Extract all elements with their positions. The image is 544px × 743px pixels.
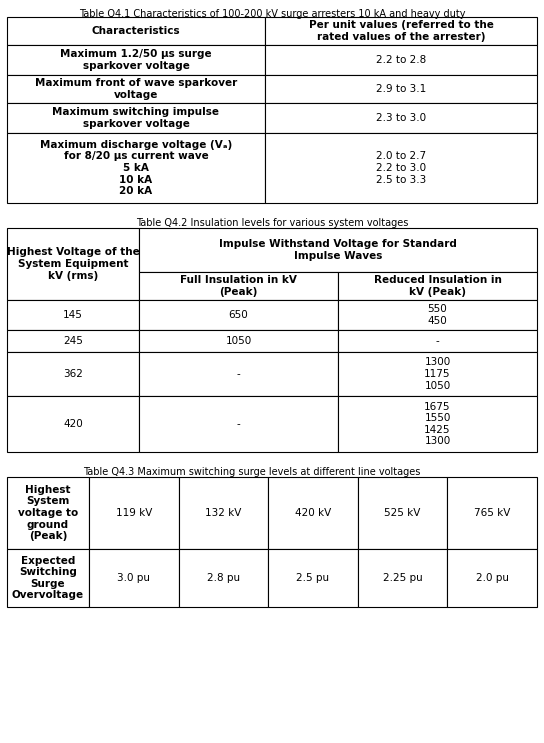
Text: Reduced Insulation in
kV (Peak): Reduced Insulation in kV (Peak) <box>374 275 502 296</box>
Text: Maximum discharge voltage (Vₐ)
for 8/20 μs current wave
5 kA
10 kA
20 kA: Maximum discharge voltage (Vₐ) for 8/20 … <box>40 140 232 196</box>
Bar <box>139 272 338 300</box>
Bar <box>338 272 537 300</box>
Bar <box>7 45 265 75</box>
Bar <box>265 17 537 45</box>
Text: 1050: 1050 <box>225 336 252 346</box>
Bar <box>7 228 139 300</box>
Text: 2.3 to 3.0: 2.3 to 3.0 <box>376 113 426 123</box>
Text: Maximum 1.2/50 μs surge
sparkover voltage: Maximum 1.2/50 μs surge sparkover voltag… <box>60 49 212 71</box>
Bar <box>7 75 265 103</box>
Text: 2.5 pu: 2.5 pu <box>296 573 330 583</box>
Text: Impulse Withstand Voltage for Standard
Impulse Waves: Impulse Withstand Voltage for Standard I… <box>219 239 457 261</box>
Bar <box>7 477 89 549</box>
Bar <box>178 549 268 607</box>
Bar <box>338 396 537 452</box>
Text: 420: 420 <box>63 419 83 429</box>
Text: 362: 362 <box>63 369 83 379</box>
Bar <box>139 228 537 272</box>
Text: 420 kV: 420 kV <box>295 508 331 518</box>
Text: 1300
1175
1050: 1300 1175 1050 <box>424 357 451 391</box>
Text: Table Q4.3 Maximum switching surge levels at different line voltages: Table Q4.3 Maximum switching surge level… <box>83 467 421 477</box>
Bar <box>268 549 358 607</box>
Bar <box>338 330 537 352</box>
Text: -: - <box>237 419 240 429</box>
Bar <box>7 352 139 396</box>
Bar <box>7 17 265 45</box>
Bar <box>178 477 268 549</box>
Text: 2.0 pu: 2.0 pu <box>475 573 509 583</box>
Text: Highest Voltage of the
System Equipment
kV (rms): Highest Voltage of the System Equipment … <box>7 247 139 281</box>
Text: 550
450: 550 450 <box>428 304 447 325</box>
Bar <box>265 103 537 133</box>
Text: 119 kV: 119 kV <box>116 508 152 518</box>
Bar <box>7 133 265 203</box>
Bar <box>338 352 537 396</box>
Bar <box>268 477 358 549</box>
Text: Full Insulation in kV
(Peak): Full Insulation in kV (Peak) <box>180 275 297 296</box>
Text: 2.8 pu: 2.8 pu <box>207 573 240 583</box>
Bar <box>358 549 447 607</box>
Text: Per unit values (referred to the
rated values of the arrester): Per unit values (referred to the rated v… <box>308 20 493 42</box>
Bar <box>139 352 338 396</box>
Bar <box>265 45 537 75</box>
Text: 2.2 to 2.8: 2.2 to 2.8 <box>376 55 426 65</box>
Text: 3.0 pu: 3.0 pu <box>118 573 150 583</box>
Text: 2.25 pu: 2.25 pu <box>383 573 423 583</box>
Text: Maximum front of wave sparkover
voltage: Maximum front of wave sparkover voltage <box>35 78 237 100</box>
Text: Characteristics: Characteristics <box>92 26 180 36</box>
Text: 1675
1550
1425
1300: 1675 1550 1425 1300 <box>424 402 451 447</box>
Bar <box>139 396 338 452</box>
Text: Expected
Switching
Surge
Overvoltage: Expected Switching Surge Overvoltage <box>12 556 84 600</box>
Bar <box>7 300 139 330</box>
Text: 765 kV: 765 kV <box>474 508 510 518</box>
Text: 650: 650 <box>228 310 249 320</box>
Bar <box>7 330 139 352</box>
Bar <box>89 477 178 549</box>
Text: -: - <box>436 336 440 346</box>
Text: 2.0 to 2.7
2.2 to 3.0
2.5 to 3.3: 2.0 to 2.7 2.2 to 3.0 2.5 to 3.3 <box>376 152 426 184</box>
Bar <box>7 549 89 607</box>
Bar <box>139 300 338 330</box>
Bar <box>89 549 178 607</box>
Text: 132 kV: 132 kV <box>205 508 242 518</box>
Bar <box>447 549 537 607</box>
Text: 2.9 to 3.1: 2.9 to 3.1 <box>376 84 426 94</box>
Bar <box>139 330 338 352</box>
Bar <box>447 477 537 549</box>
Bar <box>7 396 139 452</box>
Bar <box>265 133 537 203</box>
Text: Table Q4.1 Characteristics of 100-200 kV surge arresters 10 kA and heavy duty: Table Q4.1 Characteristics of 100-200 kV… <box>79 9 465 19</box>
Bar <box>358 477 447 549</box>
Bar <box>338 300 537 330</box>
Text: 245: 245 <box>63 336 83 346</box>
Text: Table Q4.2 Insulation levels for various system voltages: Table Q4.2 Insulation levels for various… <box>136 218 408 228</box>
Text: 525 kV: 525 kV <box>385 508 421 518</box>
Text: Maximum switching impulse
sparkover voltage: Maximum switching impulse sparkover volt… <box>53 107 219 129</box>
Text: Highest
System
voltage to
ground
(Peak): Highest System voltage to ground (Peak) <box>18 484 78 541</box>
Text: 145: 145 <box>63 310 83 320</box>
Bar <box>265 75 537 103</box>
Text: -: - <box>237 369 240 379</box>
Bar <box>7 103 265 133</box>
